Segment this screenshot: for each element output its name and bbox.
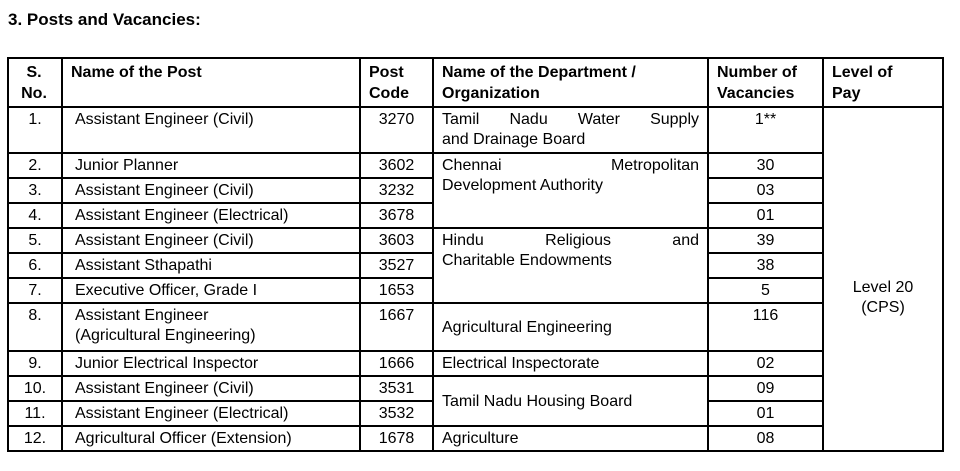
- table-row: 2. Junior Planner 3602 Chennai Metropoli…: [7, 152, 943, 229]
- vacancies-cell: 5: [707, 277, 824, 304]
- vacancies-cell: 03: [707, 177, 824, 204]
- sno-cell: 8.: [7, 302, 63, 352]
- department-line: Chennai Metropolitan: [442, 157, 699, 174]
- vacancies-cell: 02: [707, 350, 824, 377]
- table-row: 11. Assistant Engineer (Electrical) 3532…: [7, 400, 943, 427]
- department-line: and Drainage Board: [442, 131, 586, 148]
- sno-cell: 12.: [7, 425, 63, 452]
- post-name-cell: Junior Planner: [61, 152, 361, 179]
- vacancies-cell: 116: [707, 302, 824, 352]
- post-code-cell: 1666: [359, 350, 434, 377]
- post-name-cell: Assistant Engineer (Civil): [61, 177, 361, 204]
- vacancies-cell: 30: [707, 152, 824, 179]
- table-row: 6. Assistant Sthapathi 3527 38: [7, 252, 943, 279]
- table-row: 7. Executive Officer, Grade I 1653 5: [7, 277, 943, 304]
- post-code-cell: 1667: [359, 302, 434, 352]
- department-cell: Electrical Inspectorate: [432, 350, 709, 377]
- table-row: 3. Assistant Engineer (Civil) 3232 03: [7, 177, 943, 204]
- level-of-pay-cell: Level 20 (CPS): [822, 106, 944, 452]
- post-code-cell: 3270: [359, 106, 434, 154]
- department-cell: Hindu Religious and Charitable Endowment…: [432, 227, 709, 304]
- department-cell: Agriculture: [432, 425, 709, 452]
- post-code-cell: 3232: [359, 177, 434, 204]
- sno-cell: 1.: [7, 106, 63, 154]
- department-line: Development Authority: [442, 177, 603, 194]
- vacancies-cell: 01: [707, 400, 824, 427]
- table-row: 5. Assistant Engineer (Civil) 3603 Hindu…: [7, 227, 943, 304]
- post-name-cell: Junior Electrical Inspector: [61, 350, 361, 377]
- sno-cell: 4.: [7, 202, 63, 229]
- sno-cell: 6.: [7, 252, 63, 279]
- header-post-code-cell: Post Code: [359, 57, 434, 108]
- header-post-name-cell: Name of the Post: [61, 57, 361, 108]
- post-name-cell: Assistant Engineer (Agricultural Enginee…: [61, 302, 361, 352]
- department-cell: Tamil Nadu Housing Board: [432, 375, 709, 427]
- department-cell: Chennai Metropolitan Development Authori…: [432, 152, 709, 229]
- sno-cell: 10.: [7, 375, 63, 402]
- header-sno-cell: S. No.: [7, 57, 63, 108]
- post-code-cell: 3678: [359, 202, 434, 229]
- document-page: 3. Posts and Vacancies: S. No. Name of t…: [0, 10, 960, 452]
- department-line: Hindu Religious and: [442, 232, 699, 249]
- sno-cell: 9.: [7, 350, 63, 377]
- sno-cell: 7.: [7, 277, 63, 304]
- sno-cell: 2.: [7, 152, 63, 179]
- post-name-cell: Assistant Engineer (Electrical): [61, 202, 361, 229]
- sno-cell: 11.: [7, 400, 63, 427]
- vacancies-cell: 09: [707, 375, 824, 402]
- post-code-cell: 3603: [359, 227, 434, 254]
- post-name-cell: Assistant Engineer (Electrical): [61, 400, 361, 427]
- vacancies-cell: 38: [707, 252, 824, 279]
- post-code-cell: 1678: [359, 425, 434, 452]
- sno-cell: 3.: [7, 177, 63, 204]
- header-level-of-pay-cell: Level of Pay: [822, 57, 944, 108]
- table-row: 9. Junior Electrical Inspector 1666 Elec…: [7, 350, 943, 377]
- vacancies-cell: 39: [707, 227, 824, 254]
- post-code-cell: 3531: [359, 375, 434, 402]
- post-code-cell: 1653: [359, 277, 434, 304]
- sno-cell: 5.: [7, 227, 63, 254]
- header-department-cell: Name of the Department / Organization: [432, 57, 709, 108]
- post-name-cell: Assistant Engineer (Civil): [61, 106, 361, 154]
- department-cell: Tamil Nadu Water Supply and Drainage Boa…: [432, 106, 709, 154]
- post-code-cell: 3527: [359, 252, 434, 279]
- post-name-cell: Assistant Engineer (Civil): [61, 227, 361, 254]
- post-code-cell: 3602: [359, 152, 434, 179]
- vacancies-cell: 01: [707, 202, 824, 229]
- posts-vacancies-table: S. No. Name of the Post Post Code Name o…: [7, 57, 944, 452]
- header-vacancies-cell: Number of Vacancies: [707, 57, 824, 108]
- vacancies-cell: 1**: [707, 106, 824, 154]
- page-title: 3. Posts and Vacancies:: [8, 10, 201, 29]
- table-row: 8. Assistant Engineer (Agricultural Engi…: [7, 302, 943, 352]
- post-name-cell: Executive Officer, Grade I: [61, 277, 361, 304]
- department-cell: Agricultural Engineering: [432, 302, 709, 352]
- table-row: 1. Assistant Engineer (Civil) 3270 Tamil…: [7, 106, 944, 452]
- department-line: Tamil Nadu Water Supply: [442, 111, 699, 128]
- header-row: S. No. Name of the Post Post Code Name o…: [7, 57, 944, 108]
- post-name-cell: Assistant Engineer (Civil): [61, 375, 361, 402]
- post-name-cell: Agricultural Officer (Extension): [61, 425, 361, 452]
- vacancies-cell: 08: [707, 425, 824, 452]
- table-row: 4. Assistant Engineer (Electrical) 3678 …: [7, 202, 943, 229]
- post-name-cell: Assistant Sthapathi: [61, 252, 361, 279]
- post-code-cell: 3532: [359, 400, 434, 427]
- department-line: Charitable Endowments: [442, 252, 612, 269]
- table-row: 12. Agricultural Officer (Extension) 167…: [7, 425, 943, 452]
- table-row: 10. Assistant Engineer (Civil) 3531 Tami…: [7, 375, 943, 427]
